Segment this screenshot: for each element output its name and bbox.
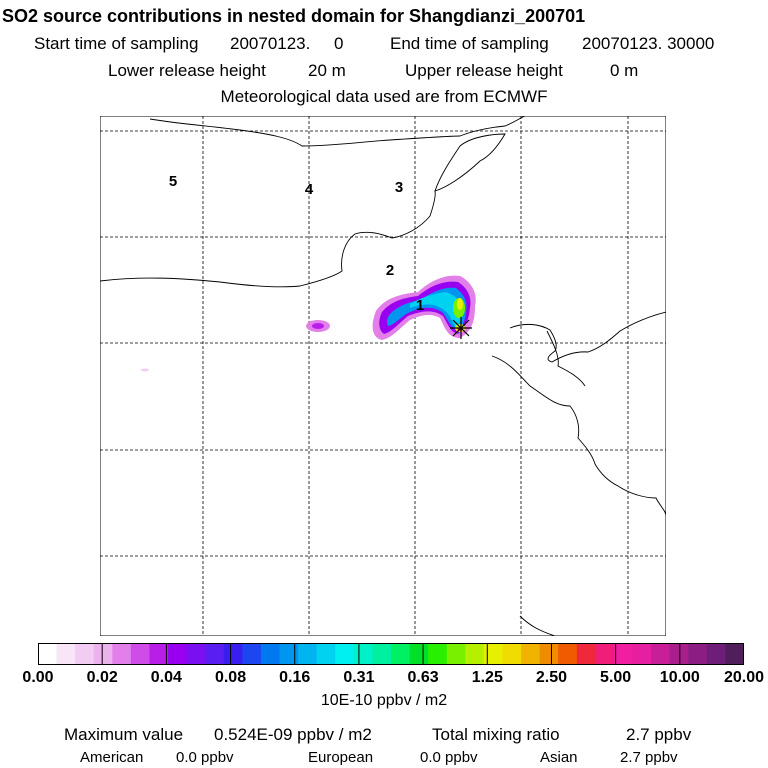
colorbar-cell xyxy=(335,643,355,665)
plume-speck xyxy=(141,368,149,372)
colorbar-cell xyxy=(576,643,596,665)
colorbar-tick-label: 0.31 xyxy=(343,669,375,686)
colorbar-cell xyxy=(669,643,689,665)
colorbar-cell xyxy=(632,643,652,665)
colorbar-cell xyxy=(483,643,504,665)
colorbar-units: 10E-10 ppbv / m2 xyxy=(320,692,448,709)
lower-release-label: Lower release height xyxy=(108,61,266,80)
colorbar-cell xyxy=(242,643,262,665)
region-label-2: 2 xyxy=(386,262,394,279)
map-boundaries xyxy=(100,116,666,636)
colorbar-cell xyxy=(706,643,727,665)
map-frame xyxy=(100,116,666,636)
colorbar-cell xyxy=(93,643,113,665)
max-value: 0.524E-09 ppbv / m2 xyxy=(214,725,372,744)
colorbar-cell xyxy=(651,643,671,665)
european-value: 0.0 ppbv xyxy=(420,749,478,766)
region-label-4: 4 xyxy=(305,181,314,198)
region-label-1: 1 xyxy=(416,297,424,314)
map-panel: 1 2 3 4 5 xyxy=(100,116,666,636)
colorbar-cell xyxy=(168,643,188,665)
european-label: European xyxy=(308,749,374,766)
colorbar-cell xyxy=(298,643,318,665)
chart-title: SO2 source contributions in nested domai… xyxy=(2,6,586,26)
total-mixing-value: 2.7 ppbv xyxy=(626,725,692,744)
meteorological-source: Meteorological data used are from ECMWF xyxy=(220,87,548,106)
border-north xyxy=(149,116,526,147)
colorbar-tick-label: 0.16 xyxy=(279,669,311,686)
max-value-label: Maximum value xyxy=(64,725,184,744)
receptor-star-marker xyxy=(450,317,472,339)
start-time-value: 20070123. 0 xyxy=(230,34,344,53)
colorbar-cell xyxy=(279,643,299,665)
colorbar-cell xyxy=(372,643,392,665)
end-time-label: End time of sampling xyxy=(390,34,549,53)
colorbar-tick-label: 0.04 xyxy=(150,669,182,686)
plume-peak-yellow xyxy=(457,298,463,310)
upper-release-value: 0 m xyxy=(610,61,639,80)
colorbar-cell xyxy=(223,643,243,665)
concentration-plume xyxy=(141,275,476,372)
colorbar-cell xyxy=(688,643,708,665)
region-label-3: 3 xyxy=(395,179,403,196)
colorbar-tick-label: 0.63 xyxy=(407,669,439,686)
border-south xyxy=(519,615,556,636)
colorbar-cell xyxy=(558,643,578,665)
american-label: American xyxy=(80,749,144,766)
coastline-south xyxy=(491,355,666,517)
colorbar xyxy=(38,643,744,665)
colorbar-cell xyxy=(409,643,429,665)
total-mixing-label: Total mixing ratio xyxy=(432,725,560,744)
bay-east xyxy=(546,330,586,387)
colorbar-cell xyxy=(149,643,169,665)
colorbar-tick-label: 0.00 xyxy=(22,669,54,686)
colorbar-cell xyxy=(260,643,281,665)
colorbar-cell xyxy=(56,643,76,665)
colorbar-cell xyxy=(130,643,151,665)
colorbar-tick-label: 0.02 xyxy=(86,669,118,686)
colorbar-cell xyxy=(521,643,541,665)
border-middle xyxy=(100,190,436,288)
colorbar-cell xyxy=(465,643,485,665)
asian-label: Asian xyxy=(540,749,578,766)
colorbar-cell xyxy=(595,643,615,665)
colorbar-cell xyxy=(38,643,58,665)
colorbar-frame xyxy=(38,643,744,665)
colorbar-cell xyxy=(725,643,744,665)
colorbar-cell xyxy=(391,643,411,665)
colorbar-cell xyxy=(316,643,336,665)
asian-value: 2.7 ppbv xyxy=(620,749,678,766)
upper-release-label: Upper release height xyxy=(405,61,563,80)
american-value: 0.0 ppbv xyxy=(176,749,234,766)
coastline xyxy=(509,311,666,363)
colorbar-cell xyxy=(446,643,466,665)
map-gridlines xyxy=(100,116,666,636)
colorbar-tick-label: 5.00 xyxy=(600,669,632,686)
plume-main-cyan xyxy=(410,292,462,328)
start-time-label: Start time of sampling xyxy=(34,34,199,53)
colorbar-cell xyxy=(353,643,374,665)
colorbar-tick-label: 1.25 xyxy=(471,669,503,686)
region-label-5: 5 xyxy=(169,173,177,190)
colorbar-cell xyxy=(539,643,559,665)
colorbar-tick-label: 0.08 xyxy=(214,669,247,686)
colorbar-tick-label: 2.50 xyxy=(535,669,568,686)
colorbar-cell xyxy=(502,643,522,665)
end-time-value: 20070123. 30000 xyxy=(582,34,715,53)
colorbar-cell xyxy=(205,643,225,665)
colorbar-cell xyxy=(428,643,448,665)
colorbar-tick-label: 10.00 xyxy=(659,669,700,686)
border-north-bulge xyxy=(434,133,506,192)
colorbar-cell xyxy=(186,643,206,665)
colorbar-cell xyxy=(75,643,95,665)
colorbar-tick-label: 20.00 xyxy=(723,669,765,686)
lower-release-value: 20 m xyxy=(308,61,346,80)
colorbar-cell xyxy=(613,643,634,665)
colorbar-cell xyxy=(112,643,132,665)
